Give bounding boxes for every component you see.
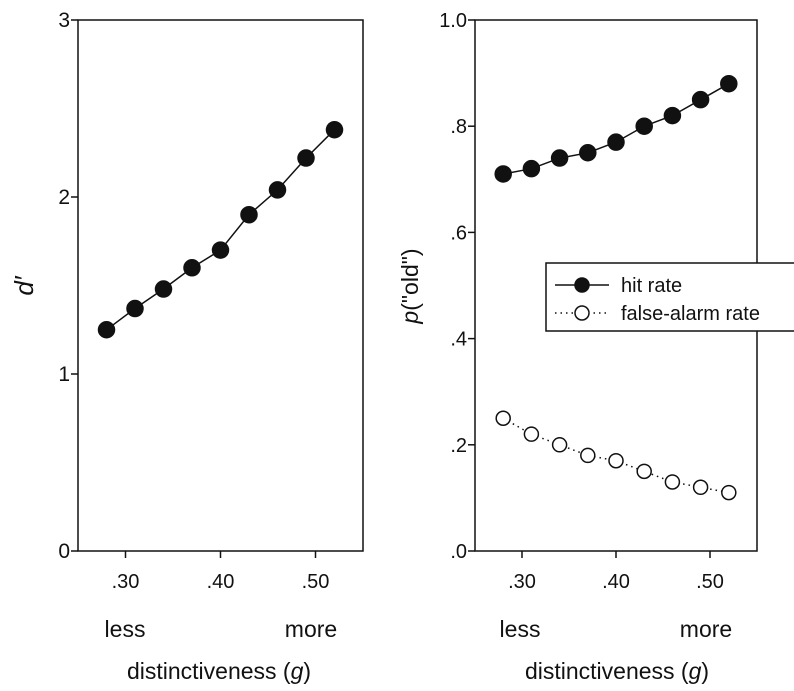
panel-p-old: .0 .2 .4 .6 .8 1.0 .30 .40 .50 less more distin…	[397, 10, 794, 684]
series-group	[494, 74, 738, 501]
data-point	[551, 437, 568, 453]
x-tick-label: .50	[302, 571, 330, 593]
data-point	[211, 241, 230, 259]
data-point	[523, 426, 540, 442]
data-point	[240, 205, 258, 224]
data-point	[692, 479, 709, 496]
panel-d-prime: 0 1 2 3 .30 .40 .50 less more distinctiveness…	[9, 9, 364, 684]
x-end-label-right: more	[285, 616, 337, 642]
y-tick-label: 1.0	[439, 10, 467, 32]
y-axis-ticks: .0 .2 .4 .6 .8 1.0	[439, 10, 475, 563]
data-point	[183, 259, 201, 277]
y-tick-label: .8	[450, 116, 467, 138]
legend-box	[545, 262, 794, 332]
data-point	[664, 474, 681, 490]
x-tick-label: .30	[508, 571, 536, 593]
legend-fa-label: false-alarm rate	[621, 303, 760, 325]
data-point	[608, 452, 624, 469]
legend-hit-label: hit rate	[621, 275, 682, 297]
x-tick-label: .50	[696, 571, 724, 593]
x-axis-ticks: .30 .40 .50	[508, 551, 724, 593]
data-point	[663, 106, 682, 125]
data-point	[691, 90, 710, 109]
plot-frame	[77, 19, 364, 552]
y-axis-label: d′	[9, 275, 39, 295]
data-point	[494, 165, 512, 183]
data-point	[495, 410, 511, 426]
y-axis-label: p("old")	[397, 248, 423, 324]
data-point	[97, 321, 116, 339]
data-point	[636, 463, 652, 480]
y-tick-label: .0	[450, 541, 467, 563]
legend: hit rate false-alarm rate	[545, 262, 794, 332]
y-tick-label: .6	[450, 222, 467, 244]
data-point	[580, 447, 596, 464]
data-point	[720, 74, 738, 93]
y-tick-label: 3	[58, 9, 70, 32]
data-point	[268, 181, 287, 199]
data-point	[579, 144, 597, 162]
x-tick-label: .40	[207, 571, 235, 593]
x-tick-label: .40	[602, 571, 630, 593]
data-point	[522, 159, 541, 178]
legend-hit-marker	[574, 277, 590, 293]
series-group	[97, 120, 344, 339]
data-point	[154, 280, 173, 298]
y-tick-label: 1	[58, 363, 70, 386]
x-tick-label: .30	[112, 571, 140, 593]
y-axis-ticks: 0 1 2 3	[58, 9, 78, 563]
x-axis-label: distinctiveness (g)	[127, 658, 311, 684]
data-point	[297, 149, 315, 167]
legend-fa-marker	[574, 305, 590, 321]
x-end-label-right: more	[680, 616, 732, 642]
y-tick-label: .4	[450, 329, 467, 351]
x-axis-label: distinctiveness (g)	[525, 658, 709, 684]
x-end-label-left: less	[105, 616, 146, 642]
data-point	[635, 117, 653, 135]
x-axis-ticks: .30 .40 .50	[112, 551, 330, 593]
data-point	[607, 133, 625, 151]
data-point	[721, 484, 737, 501]
data-point	[550, 149, 569, 167]
y-tick-label: .2	[450, 435, 467, 457]
y-tick-label: 2	[58, 186, 70, 209]
y-tick-label: 0	[58, 540, 70, 563]
data-point	[126, 299, 144, 318]
x-end-label-left: less	[500, 616, 541, 642]
data-point	[325, 120, 344, 139]
